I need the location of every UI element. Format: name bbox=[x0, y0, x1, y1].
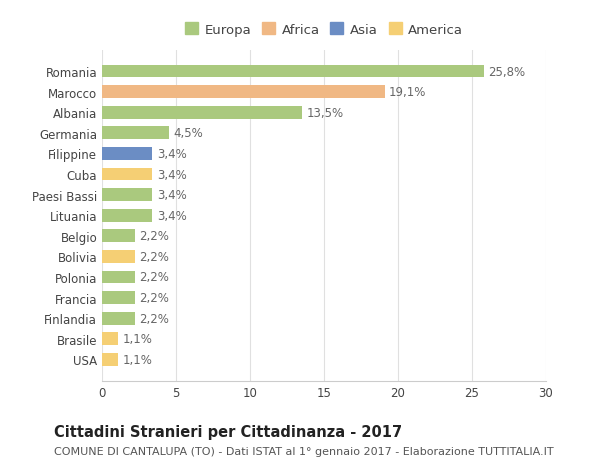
Legend: Europa, Africa, Asia, America: Europa, Africa, Asia, America bbox=[182, 21, 466, 39]
Bar bbox=[102, 251, 134, 263]
Bar bbox=[102, 189, 152, 202]
Text: Cittadini Stranieri per Cittadinanza - 2017: Cittadini Stranieri per Cittadinanza - 2… bbox=[54, 425, 402, 440]
Bar bbox=[102, 148, 152, 161]
Bar bbox=[102, 333, 118, 346]
Text: COMUNE DI CANTALUPA (TO) - Dati ISTAT al 1° gennaio 2017 - Elaborazione TUTTITAL: COMUNE DI CANTALUPA (TO) - Dati ISTAT al… bbox=[54, 446, 554, 456]
Text: 2,2%: 2,2% bbox=[139, 250, 169, 263]
Text: 3,4%: 3,4% bbox=[157, 189, 187, 202]
Text: 2,2%: 2,2% bbox=[139, 312, 169, 325]
Bar bbox=[102, 312, 134, 325]
Bar bbox=[102, 209, 152, 222]
Text: 3,4%: 3,4% bbox=[157, 168, 187, 181]
Text: 3,4%: 3,4% bbox=[157, 209, 187, 222]
Bar bbox=[102, 127, 169, 140]
Bar bbox=[102, 353, 118, 366]
Bar bbox=[102, 168, 152, 181]
Bar bbox=[102, 271, 134, 284]
Bar bbox=[102, 291, 134, 304]
Text: 3,4%: 3,4% bbox=[157, 148, 187, 161]
Text: 1,1%: 1,1% bbox=[123, 332, 152, 346]
Text: 2,2%: 2,2% bbox=[139, 271, 169, 284]
Bar bbox=[102, 230, 134, 243]
Bar bbox=[102, 66, 484, 78]
Text: 2,2%: 2,2% bbox=[139, 230, 169, 243]
Text: 13,5%: 13,5% bbox=[306, 106, 343, 119]
Text: 1,1%: 1,1% bbox=[123, 353, 152, 366]
Bar bbox=[102, 106, 302, 119]
Text: 4,5%: 4,5% bbox=[173, 127, 203, 140]
Text: 25,8%: 25,8% bbox=[488, 65, 526, 78]
Text: 2,2%: 2,2% bbox=[139, 291, 169, 304]
Bar bbox=[102, 86, 385, 99]
Text: 19,1%: 19,1% bbox=[389, 86, 427, 99]
